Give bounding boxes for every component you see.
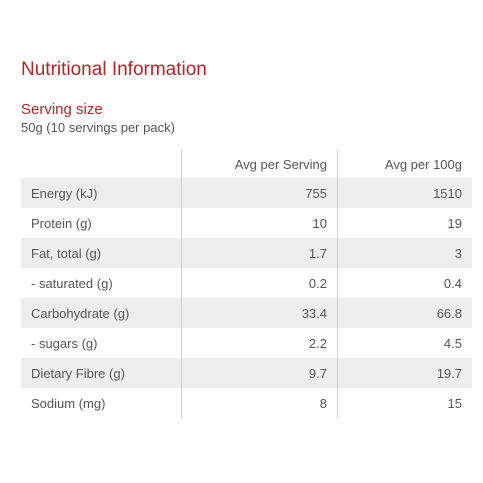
nutrient-name: - sugars (g): [31, 335, 98, 351]
table-row: - sugars (g) 2.2 4.5: [21, 328, 472, 358]
nutrient-name: Dietary Fibre (g): [21, 358, 182, 388]
value-per-serving: 9.7: [181, 358, 338, 388]
table-row: Protein (g) 10 19: [21, 208, 472, 238]
value-per-serving: 2.2: [181, 328, 338, 358]
page-title: Nutritional Information: [21, 59, 207, 80]
value-per-100g: 4.5: [337, 328, 472, 358]
value-per-serving: 0.2: [181, 268, 338, 298]
value-per-serving: 8: [181, 388, 338, 418]
serving-size-value: 50g (10 servings per pack): [21, 120, 175, 135]
value-per-100g: 3: [337, 238, 472, 268]
table-row: Energy (kJ) 755 1510: [21, 178, 472, 208]
table-row: Fat, total (g) 1.7 3: [21, 238, 472, 268]
nutrient-name: Energy (kJ): [21, 178, 182, 208]
value-per-serving: 755: [181, 178, 338, 208]
table-row: Dietary Fibre (g) 9.7 19.7: [21, 358, 472, 388]
header-avg-per-100g: Avg per 100g: [337, 150, 472, 178]
table-row: Sodium (mg) 8 15: [21, 388, 472, 418]
value-per-100g: 15: [337, 388, 472, 418]
table-header-row: Avg per Serving Avg per 100g: [21, 150, 472, 178]
value-per-100g: 0.4: [337, 268, 472, 298]
nutrient-name: Carbohydrate (g): [21, 298, 182, 328]
table-row: - saturated (g) 0.2 0.4: [21, 268, 472, 298]
nutrient-name: Protein (g): [31, 215, 92, 231]
value-per-serving: 10: [181, 208, 338, 238]
header-nutrient: [21, 150, 182, 178]
header-avg-per-serving: Avg per Serving: [181, 150, 338, 178]
nutrient-name: - saturated (g): [31, 275, 113, 291]
nutrient-name: Sodium (mg): [31, 395, 106, 411]
nutrition-table: Avg per Serving Avg per 100g Energy (kJ)…: [21, 150, 472, 418]
nutrient-name: Fat, total (g): [21, 238, 182, 268]
table-row: Carbohydrate (g) 33.4 66.8: [21, 298, 472, 328]
value-per-serving: 33.4: [181, 298, 338, 328]
value-per-100g: 1510: [337, 178, 472, 208]
value-per-serving: 1.7: [181, 238, 338, 268]
value-per-100g: 66.8: [337, 298, 472, 328]
serving-size-label: Serving size: [21, 101, 103, 118]
value-per-100g: 19.7: [337, 358, 472, 388]
value-per-100g: 19: [337, 208, 472, 238]
